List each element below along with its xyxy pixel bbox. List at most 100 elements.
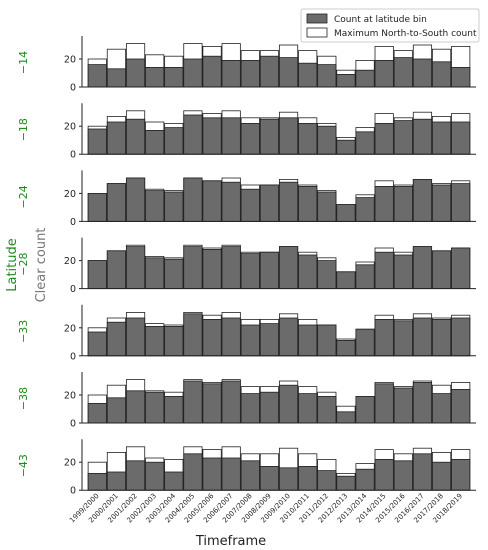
y-tick-label-1-1: 20 (64, 122, 76, 133)
latitude-label-0: −14 (17, 51, 30, 74)
bar-count-0-17 (412, 58, 433, 88)
bar-count-1-12 (317, 125, 337, 155)
bar-count-0-1 (106, 68, 127, 88)
bar-count-1-16 (393, 120, 413, 155)
latitude-label-5: −38 (17, 387, 30, 410)
bar-count-6-3 (145, 461, 165, 491)
bar-count-0-9 (259, 55, 280, 88)
bar-count-3-7 (221, 246, 241, 290)
panel-lat-1: 0 20 −18 (17, 103, 476, 161)
bar-count-4-2 (125, 317, 146, 357)
bar-count-6-2 (125, 460, 146, 491)
bar-count-6-17 (412, 453, 433, 491)
bar-count-3-2 (125, 246, 146, 290)
y-tick-label-0-1: 20 (64, 55, 76, 66)
bar-count-2-6 (202, 180, 222, 222)
bar-count-4-1 (106, 321, 127, 357)
bar-count-2-19 (451, 183, 471, 222)
legend-label-count: Count at latitude bin (334, 15, 427, 25)
bar-count-4-9 (259, 323, 280, 357)
bar-count-4-13 (336, 339, 356, 357)
bar-count-6-8 (240, 460, 260, 491)
panels: 0 20 −14 0 20 −18 0 20 −24 0 20 −28 0 20 −33 0 20 −38 0 20 −… (17, 36, 476, 497)
bar-count-1-9 (259, 118, 280, 155)
bar-count-5-1 (106, 397, 127, 424)
bar-count-5-16 (393, 387, 413, 424)
bar-count-0-14 (355, 69, 375, 88)
bar-count-5-9 (259, 391, 280, 424)
bar-count-2-12 (317, 191, 337, 222)
bar-count-6-5 (183, 453, 203, 491)
bar-count-0-6 (202, 55, 222, 88)
bar-count-4-8 (240, 324, 260, 357)
bar-count-4-15 (374, 318, 394, 357)
bar-count-2-18 (431, 184, 452, 222)
bar-count-3-16 (393, 254, 413, 289)
bar-count-3-3 (145, 257, 165, 289)
bar-count-2-13 (336, 204, 356, 222)
bar-count-1-17 (412, 118, 433, 155)
bar-count-4-18 (431, 318, 452, 357)
bar-count-5-10 (278, 384, 299, 424)
bar-count-6-18 (431, 461, 452, 491)
latitude-label-6: −43 (17, 454, 30, 477)
bar-count-5-19 (451, 388, 471, 424)
bar-count-2-3 (145, 190, 165, 222)
y-tick-label-3-0: 0 (70, 284, 76, 295)
bar-count-2-14 (355, 197, 375, 222)
bar-count-4-17 (412, 317, 433, 357)
y-tick-label-6-1: 20 (64, 458, 76, 469)
bar-count-3-4 (164, 258, 184, 290)
bar-count-3-15 (374, 251, 394, 289)
bar-count-1-7 (221, 117, 241, 155)
panel-lat-3: 0 20 −28 (17, 237, 476, 295)
bar-count-5-11 (298, 393, 318, 424)
bar-count-1-3 (145, 129, 165, 155)
y-tick-label-6-0: 0 (70, 486, 76, 497)
x-tick-labels: 1999/20002000/20012001/20022002/20032003… (68, 492, 464, 525)
bar-count-4-10 (278, 317, 299, 357)
bar-count-2-1 (106, 183, 127, 222)
bar-count-2-11 (298, 185, 318, 222)
bar-count-5-17 (412, 381, 433, 424)
bar-count-1-1 (106, 121, 127, 155)
bar-count-3-11 (298, 254, 318, 289)
bar-count-5-13 (336, 411, 356, 424)
y-tick-label-2-1: 20 (64, 189, 76, 200)
bar-count-5-12 (317, 395, 337, 424)
latitude-label-2: −24 (17, 185, 30, 208)
bar-count-0-5 (183, 58, 203, 88)
bar-count-0-0 (87, 64, 107, 88)
bar-count-3-12 (317, 260, 337, 290)
bar-count-1-19 (451, 121, 471, 155)
bar-count-2-17 (412, 178, 433, 222)
bar-count-1-8 (240, 123, 260, 155)
bar-count-0-2 (125, 58, 146, 88)
bar-count-6-19 (451, 458, 471, 491)
bar-count-5-6 (202, 383, 222, 424)
bar-count-3-6 (202, 248, 222, 289)
bar-count-0-18 (431, 61, 452, 88)
panel-lat-4: 0 20 −33 (17, 304, 476, 362)
bar-count-5-8 (240, 393, 260, 424)
bar-count-0-11 (298, 62, 318, 88)
bar-count-6-6 (202, 457, 222, 491)
bar-count-0-16 (393, 57, 413, 88)
bar-count-4-3 (145, 325, 165, 357)
bar-count-6-16 (393, 460, 413, 491)
bar-count-6-1 (106, 471, 127, 491)
y-tick-label-4-0: 0 (70, 351, 76, 362)
bar-count-0-19 (451, 67, 471, 88)
panel-lat-2: 0 20 −24 (17, 170, 476, 228)
bar-count-4-11 (298, 324, 318, 357)
bar-count-3-18 (431, 250, 452, 290)
bar-count-2-8 (240, 188, 260, 222)
legend-label-max: Maximum North-to-South count (334, 29, 477, 39)
y-tick-label-0-0: 0 (70, 83, 76, 94)
bar-count-2-0 (87, 192, 107, 222)
bar-count-2-16 (393, 185, 413, 222)
bar-count-1-10 (278, 117, 299, 155)
y-axis-title-latitude: Latitude (5, 238, 20, 292)
bar-count-2-9 (259, 184, 280, 222)
